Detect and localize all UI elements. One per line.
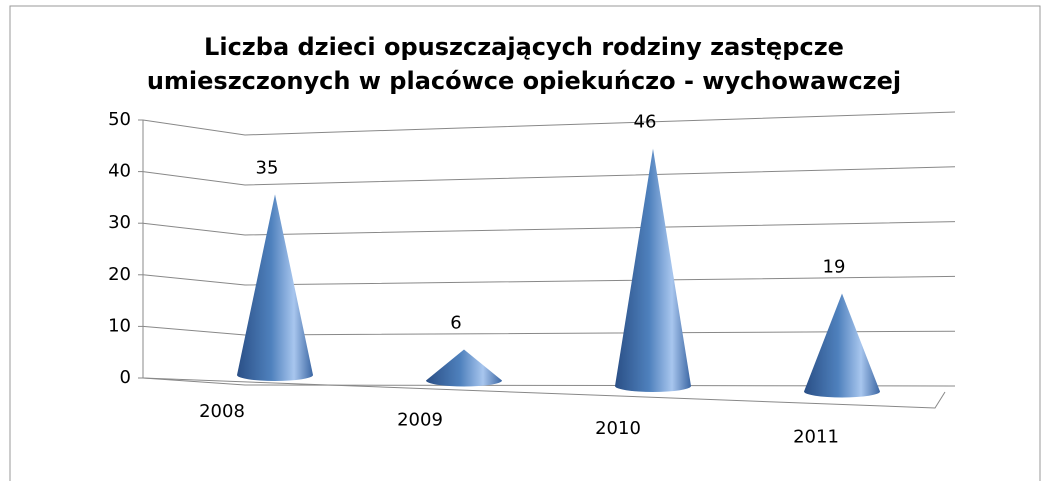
cone	[237, 194, 313, 381]
value-label: 46	[634, 112, 657, 133]
x-tick-label: 2008	[199, 401, 245, 422]
y-tick-label: 40	[108, 161, 131, 182]
x-tick-label: 2010	[595, 418, 641, 439]
cone	[804, 293, 880, 398]
x-tick-label: 2011	[793, 427, 839, 448]
y-tick-label: 0	[120, 367, 131, 388]
cone	[615, 148, 691, 392]
grid-line	[142, 111, 956, 136]
grid-line	[142, 377, 956, 387]
cone	[426, 349, 502, 387]
chart-title: Liczba dzieci opuszczających rodziny zas…	[146, 33, 902, 95]
value-label: 35	[256, 157, 279, 178]
y-tick-label: 30	[108, 212, 131, 233]
y-tick-label: 20	[108, 264, 131, 285]
y-tick-label: 50	[108, 109, 131, 130]
grid-line	[142, 325, 956, 336]
chart-border	[9, 5, 1041, 481]
value-label: 19	[823, 256, 846, 277]
grid-line	[142, 274, 956, 286]
y-tick-label: 10	[108, 315, 131, 336]
value-label: 6	[450, 313, 461, 334]
grid-line	[142, 166, 956, 186]
floor-edge	[142, 377, 946, 409]
x-tick-label: 2009	[397, 410, 443, 431]
grid-line	[142, 221, 956, 236]
